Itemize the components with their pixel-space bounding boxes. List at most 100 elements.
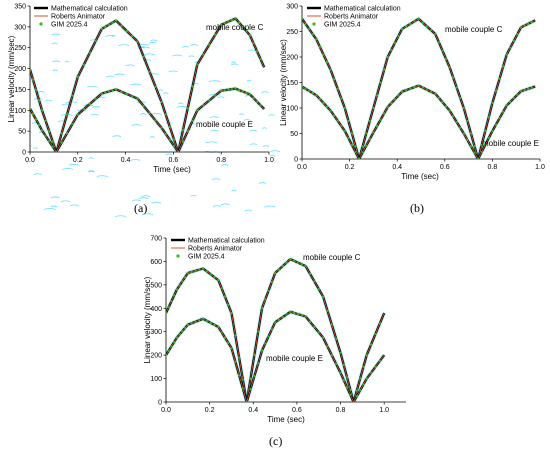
gim-point xyxy=(430,90,433,93)
gim-point xyxy=(405,25,408,28)
gim-point xyxy=(178,333,181,336)
gim-point xyxy=(444,57,448,61)
gim-point xyxy=(40,129,44,132)
noise-mark xyxy=(194,61,201,64)
noise-mark xyxy=(261,127,267,130)
gim-point xyxy=(315,38,318,41)
noise-mark xyxy=(150,39,158,42)
gim-point xyxy=(502,65,505,68)
y-tick-label: 150 xyxy=(286,80,298,87)
gim-point xyxy=(217,279,220,282)
noise-mark xyxy=(208,80,221,83)
legend-label: GIM 2025.4 xyxy=(324,22,361,29)
gim-point xyxy=(441,49,444,52)
gim-point xyxy=(281,265,284,268)
gim-point xyxy=(469,132,473,135)
gim-point xyxy=(248,34,251,37)
x-tick-label: 0.4 xyxy=(121,157,131,164)
noise-mark xyxy=(141,195,151,198)
gim-point xyxy=(330,354,333,357)
gim-point xyxy=(60,141,63,144)
panel-label-a: (a) xyxy=(134,201,148,215)
gim-point xyxy=(362,383,365,386)
noise-mark xyxy=(62,167,74,170)
gim-point xyxy=(175,336,178,339)
gim-point xyxy=(248,93,251,96)
gim-point xyxy=(343,129,346,132)
gim-point xyxy=(186,130,189,133)
gim-point xyxy=(173,294,176,297)
gim-point xyxy=(214,33,217,36)
gim-point xyxy=(300,314,303,317)
gim-point xyxy=(502,110,505,113)
noise-mark xyxy=(212,205,221,208)
noise-mark xyxy=(244,209,253,212)
gim-point xyxy=(88,102,91,106)
gim-point xyxy=(315,94,318,97)
gim-point xyxy=(509,46,512,49)
gim-point xyxy=(302,17,304,20)
gim-point xyxy=(378,322,381,325)
x-tick-label: 0.4 xyxy=(248,407,258,414)
y-tick-label: 200 xyxy=(150,353,162,360)
annotation-couple-e: mobile couple E xyxy=(196,120,253,129)
gim-point xyxy=(383,112,386,115)
noise-mark xyxy=(142,59,152,62)
gim-point xyxy=(365,144,368,147)
gim-point xyxy=(154,119,157,122)
gim-point xyxy=(252,42,255,45)
gim-point xyxy=(304,87,307,90)
gim-point xyxy=(196,109,199,112)
series-halo xyxy=(166,257,387,402)
gim-point xyxy=(223,22,226,25)
gim-point xyxy=(370,371,373,374)
annotation-couple-e: mobile couple E xyxy=(266,354,323,363)
gim-point xyxy=(308,27,311,31)
gim-point xyxy=(160,100,163,103)
gim-point xyxy=(430,29,433,32)
gim-point xyxy=(459,126,462,129)
noise-mark xyxy=(258,182,267,184)
y-tick-label: 400 xyxy=(150,306,162,313)
gim-point xyxy=(94,97,97,100)
gim-point xyxy=(238,374,241,377)
gim-point xyxy=(71,122,74,125)
gim-point xyxy=(437,96,440,99)
gim-point xyxy=(76,113,79,116)
gim-point xyxy=(350,132,354,135)
noise-mark xyxy=(217,96,225,99)
gim-point xyxy=(181,330,184,333)
noise-mark xyxy=(125,64,135,67)
gim-point xyxy=(498,77,501,80)
gim-point xyxy=(455,120,458,124)
noise-mark xyxy=(61,103,73,106)
y-tick-label: 250 xyxy=(286,29,298,36)
gim-point xyxy=(516,93,519,96)
gim-point xyxy=(285,261,288,264)
noise-mark xyxy=(52,60,61,63)
gim-point xyxy=(444,105,448,108)
gim-point xyxy=(34,88,38,91)
gim-point xyxy=(473,151,476,154)
gim-point xyxy=(374,365,377,368)
x-tick-label: 0.6 xyxy=(292,407,302,414)
gim-point xyxy=(317,287,320,291)
legend-swatch-gim xyxy=(39,22,43,26)
gim-point xyxy=(405,89,408,92)
gim-point xyxy=(223,295,226,298)
gim-point xyxy=(339,351,342,354)
gim-point xyxy=(88,51,91,55)
x-tick-label: 0.8 xyxy=(488,164,498,171)
gim-point xyxy=(245,91,248,95)
y-tick-label: 100 xyxy=(286,106,298,113)
noise-mark xyxy=(163,92,169,95)
noise-mark xyxy=(110,34,117,37)
gim-point xyxy=(186,107,189,110)
annotation-couple-c: mobile couple C xyxy=(445,25,503,34)
y-tick-label: 100 xyxy=(14,108,26,115)
gim-point xyxy=(31,112,35,116)
y-tick-label: 300 xyxy=(150,329,162,336)
gim-point xyxy=(257,330,260,333)
noise-mark xyxy=(105,75,115,78)
